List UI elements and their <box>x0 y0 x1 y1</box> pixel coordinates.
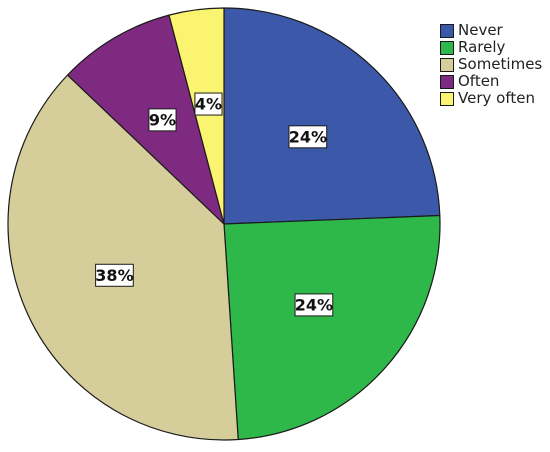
data-label-very-often: 4% <box>194 92 223 116</box>
pie-slice-rarely <box>223 214 441 441</box>
pie-slice-very-often <box>168 7 225 225</box>
pie-data-labels: 24% 24% 38% 9% 4% <box>95 92 334 317</box>
pie-slice-often <box>67 14 225 225</box>
data-label-box <box>148 108 177 132</box>
pie-slices <box>7 7 441 441</box>
data-label-box <box>194 92 223 116</box>
legend-label: Sometimes <box>458 55 543 73</box>
legend-item-often: Often <box>440 73 542 90</box>
legend-swatch <box>440 74 454 89</box>
data-label-never: 24% <box>288 125 328 149</box>
data-label-text: 38% <box>95 266 133 285</box>
legend-label: Rarely <box>458 38 506 56</box>
pie-slice-never <box>223 7 441 225</box>
legend-item-sometimes: Sometimes <box>440 56 542 73</box>
data-label-box <box>294 293 334 317</box>
chart-legend: Never Rarely Sometimes Often Very often <box>440 22 542 107</box>
data-label-text: 24% <box>289 127 327 146</box>
legend-swatch <box>440 40 454 55</box>
data-label-text: 4% <box>195 95 222 114</box>
legend-item-rarely: Rarely <box>440 39 542 56</box>
data-label-sometimes: 38% <box>95 263 134 287</box>
data-label-box <box>288 125 328 149</box>
data-label-rarely: 24% <box>294 293 334 317</box>
legend-swatch <box>440 91 454 106</box>
legend-label: Often <box>458 72 500 90</box>
data-label-text: 9% <box>149 110 176 129</box>
pie-slice-sometimes <box>7 74 239 441</box>
legend-swatch <box>440 23 454 38</box>
legend-item-very-often: Very often <box>440 90 542 107</box>
data-label-box <box>95 263 134 287</box>
legend-label: Very often <box>458 89 535 107</box>
legend-item-never: Never <box>440 22 542 39</box>
data-label-text: 24% <box>295 295 333 314</box>
legend-swatch <box>440 57 454 72</box>
data-label-often: 9% <box>148 108 177 132</box>
legend-label: Never <box>458 21 503 39</box>
